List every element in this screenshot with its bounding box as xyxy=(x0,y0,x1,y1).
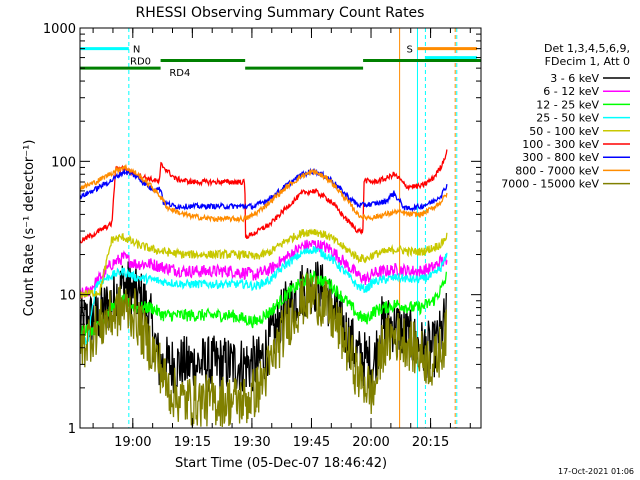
y-axis-label: Count Rate (s⁻¹ detector⁻¹) xyxy=(22,140,37,317)
series-line xyxy=(80,239,448,299)
series-line xyxy=(80,272,447,428)
x-tick-label: 19:45 xyxy=(293,435,330,450)
attenuator-s-label: S xyxy=(406,45,412,56)
chart-title: RHESSI Observing Summary Count Rates xyxy=(136,5,425,21)
series-line xyxy=(80,228,448,299)
x-axis: 19:00 19:15 19:30 19:45 20:00 20:15 xyxy=(92,28,471,450)
y-axis: 1 10 100 1000 xyxy=(43,22,481,437)
footer-date: 17-Oct-2021 01:06 xyxy=(558,467,634,476)
y-tick-label: 1 xyxy=(68,422,76,437)
x-tick-label: 20:15 xyxy=(412,435,449,450)
instrument-state-lines xyxy=(80,28,458,428)
legend-label: 100 - 300 keV xyxy=(522,138,599,151)
x-tick-label: 19:15 xyxy=(174,435,211,450)
rd0-label: RD0 xyxy=(130,57,151,68)
legend-label: 7000 - 15000 keV xyxy=(501,178,599,191)
legend-label: 3 - 6 keV xyxy=(550,72,599,85)
series-line xyxy=(80,269,447,337)
legend-label: 12 - 25 keV xyxy=(536,98,599,111)
series-line xyxy=(80,245,448,347)
legend-label: 300 - 800 keV xyxy=(522,151,599,164)
x-tick-label: 19:30 xyxy=(233,435,270,450)
x-axis-label: Start Time (05-Dec-07 18:46:42) xyxy=(175,456,387,471)
y-tick-label: 10 xyxy=(59,289,76,304)
legend-header-line-1: Det 1,3,4,5,6,9, xyxy=(544,42,630,55)
series-layer xyxy=(80,149,448,428)
x-tick-label: 19:00 xyxy=(114,435,151,450)
legend-label: 50 - 100 keV xyxy=(529,125,599,138)
legend-label: 25 - 50 keV xyxy=(536,112,599,125)
plot-frame xyxy=(79,27,482,429)
series-line xyxy=(80,261,447,394)
attenuator-n-label: N xyxy=(133,45,140,56)
rd4-label: RD4 xyxy=(169,68,190,79)
x-tick-label: 20:00 xyxy=(352,435,389,450)
legend-header-line-2: FDecim 1, Att 0 xyxy=(545,55,630,68)
series-line xyxy=(80,167,448,213)
attenuator-annotations: N S RD0 RD4 xyxy=(80,45,481,79)
y-tick-label: 1000 xyxy=(43,22,76,37)
series-line xyxy=(80,163,448,224)
legend-label: 6 - 12 keV xyxy=(543,85,599,98)
legend-label: 800 - 7000 keV xyxy=(515,164,599,177)
y-tick-label: 100 xyxy=(51,155,76,170)
